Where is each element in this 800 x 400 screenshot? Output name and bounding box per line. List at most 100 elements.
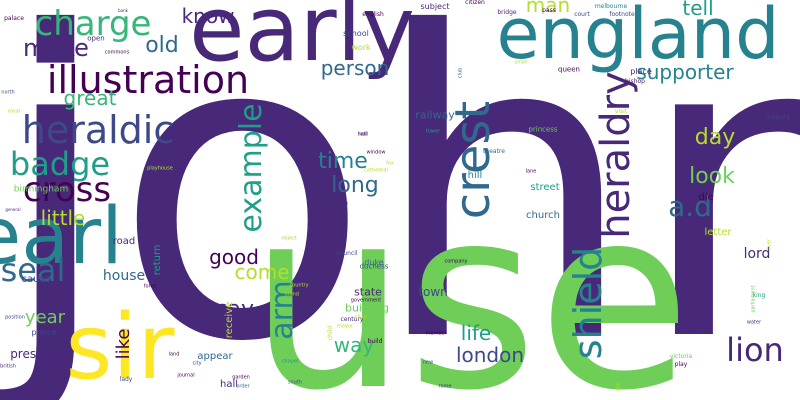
word-street: street xyxy=(530,182,560,193)
word-playhouse: playhouse xyxy=(147,165,173,172)
word-letter: letter xyxy=(704,227,732,238)
word-shield: shield xyxy=(566,246,610,360)
word-large: large xyxy=(431,246,445,253)
word-place: place xyxy=(630,67,652,76)
word-hill: hill xyxy=(467,170,483,181)
word-cross: cross xyxy=(22,170,112,210)
word-council: council xyxy=(336,250,358,257)
word-time: time xyxy=(318,149,368,174)
word-make: make xyxy=(23,34,89,62)
word-seal: seal xyxy=(0,251,66,289)
word-bridge: bridge xyxy=(497,9,517,16)
word-bishop: bishop xyxy=(625,78,645,85)
word-year: year xyxy=(24,307,66,328)
word-far: far xyxy=(683,244,691,251)
word-know: know xyxy=(181,4,235,28)
word-building: building xyxy=(344,301,390,315)
word-lane: lane xyxy=(525,168,537,175)
word-theatre: theatre xyxy=(483,148,505,155)
word-visit: visit xyxy=(614,108,628,115)
word-earl: earl xyxy=(0,192,123,282)
word-new: new xyxy=(422,359,434,366)
word-country: country xyxy=(289,282,309,289)
word-duke: duke xyxy=(364,258,384,267)
word-say: say xyxy=(216,297,254,322)
word-old: old xyxy=(145,33,179,58)
word-lady: lady xyxy=(119,376,133,383)
word-tell: tell xyxy=(682,0,714,20)
word-come: come xyxy=(234,260,290,284)
word-life: life xyxy=(460,321,492,345)
word-princess: princess xyxy=(528,125,558,134)
word-work: work xyxy=(351,43,371,52)
word-hall: hall xyxy=(219,379,239,390)
word-company: company xyxy=(444,258,468,265)
word-object: object xyxy=(281,235,297,242)
word-subject: subject xyxy=(420,2,450,11)
word-sport: sport xyxy=(468,120,475,134)
word-supporter: supporter xyxy=(636,60,734,84)
word-chair: chair xyxy=(354,314,368,321)
word-victoria: victoria xyxy=(669,353,693,360)
word-railway: railway xyxy=(415,108,455,122)
word-play: play xyxy=(674,361,688,368)
word-palace: palace xyxy=(4,15,24,22)
word-road: road xyxy=(112,236,136,247)
word-majesty: majesty xyxy=(766,114,790,121)
word-government: government xyxy=(350,297,382,304)
word-law: law xyxy=(425,101,432,111)
word-house: house xyxy=(102,268,146,284)
word-badge: badge xyxy=(9,145,111,183)
word-way: way xyxy=(333,333,375,357)
word-small: small xyxy=(514,59,528,66)
word-crest: crest xyxy=(445,100,501,220)
word-town: town xyxy=(418,285,448,299)
word-tower: tower xyxy=(425,128,441,135)
word-man: man xyxy=(525,0,571,17)
word-birmingham: birmingham xyxy=(13,184,69,195)
word-illustration: illustration xyxy=(46,58,250,102)
word-receive: receive xyxy=(224,301,235,339)
word-general: general xyxy=(5,207,21,212)
word-window: window xyxy=(366,149,386,156)
word-citizen: citizen xyxy=(465,0,485,6)
word-a-d: a.d xyxy=(668,190,712,223)
word-mall: mall xyxy=(357,131,369,138)
word-west: west xyxy=(677,268,689,275)
word-river: river xyxy=(766,239,773,251)
word-prince: prince xyxy=(31,328,57,337)
word-journal: journal xyxy=(177,372,195,379)
word-pass: pass xyxy=(542,7,556,14)
word-order: order xyxy=(236,383,250,390)
word-common: common xyxy=(326,200,348,207)
word-return: return xyxy=(152,244,163,276)
word-heraldic: heraldic xyxy=(21,108,175,152)
word-early: early xyxy=(189,0,415,82)
word-commons: commons xyxy=(104,49,130,56)
word-die: die xyxy=(698,192,714,203)
word-build: build xyxy=(367,338,383,345)
word-example: example xyxy=(234,103,269,233)
word-rome: rome xyxy=(438,383,452,390)
word-century: century xyxy=(340,316,364,323)
word-garden: garden xyxy=(232,374,250,381)
word-use: use xyxy=(248,154,692,400)
word-position: position xyxy=(5,314,25,321)
word-land: land xyxy=(168,351,180,358)
word-ask: ask xyxy=(615,382,622,392)
word-open: open xyxy=(87,34,105,43)
word-east: east xyxy=(685,328,697,335)
word-child: child xyxy=(327,325,334,341)
word-lion: lion xyxy=(726,331,784,369)
word-heraldry: heraldry xyxy=(593,71,639,239)
word-footnote: footnote xyxy=(609,11,635,18)
word-duchess: duchess xyxy=(359,262,389,271)
word-chapel: chapel xyxy=(281,358,299,365)
word-mayor: mayor xyxy=(336,323,354,330)
word-melbourne: melbourne xyxy=(594,3,628,10)
word-aldermen: aldermen xyxy=(423,67,430,91)
word-appear: appear xyxy=(197,351,233,362)
word-queen: queen xyxy=(558,65,580,74)
